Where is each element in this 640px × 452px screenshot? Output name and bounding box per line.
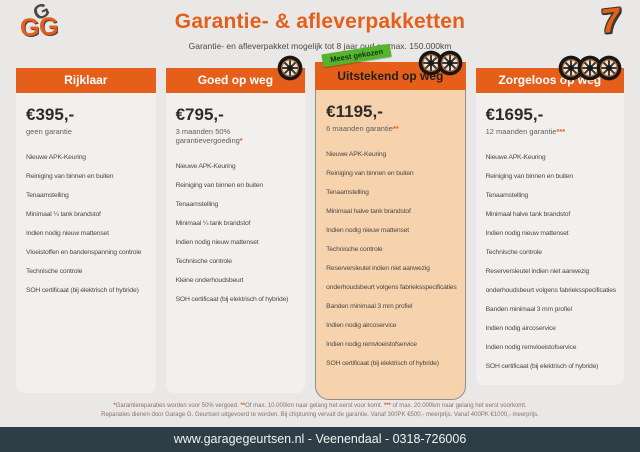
package-item: Reiniging van binnen en buiten	[26, 173, 114, 180]
package-item: SOH certificaat (bij elektrisch of hybri…	[26, 287, 139, 294]
page-header: G G G Garantie- & afleverpakketten Garan…	[0, 0, 640, 66]
package-item: Technische controle	[175, 258, 232, 265]
package-note: geen garantie	[26, 127, 148, 136]
package-header: Rijklaar	[16, 68, 156, 93]
package-body: €795,- 3 maanden 50% garantievergoeding*…	[166, 93, 306, 309]
package-item: Indien nodig nieuw mattenset	[26, 230, 109, 237]
package-item: Reserversleutel indien niet aanwezig	[485, 268, 590, 275]
package-card-rijklaar: Rijklaar €395,- geen garantie Nieuwe APK…	[16, 68, 156, 393]
package-item: Tenaamstelling	[485, 192, 529, 199]
package-item: Indien nodig nieuw mattenset	[175, 239, 259, 246]
package-columns: Rijklaar €395,- geen garantie Nieuwe APK…	[16, 43, 624, 400]
package-item: Tenaamstelling	[326, 188, 369, 196]
package-item: Kleine onderhoudsbeurt	[175, 277, 244, 284]
package-item: Minimaal halve tank brandstof	[485, 211, 571, 218]
package-price: €795,-	[175, 105, 224, 124]
package-item: Nieuwe APK-Keuring	[485, 154, 546, 161]
package-item: Nieuwe APK-Keuring	[26, 154, 86, 161]
footnote-line-2: Reparaties dienen door Garage G. Geurtse…	[101, 411, 539, 418]
package-item: Reiniging van binnen en buiten	[326, 169, 414, 177]
note-text: 3 maanden 50% garantievergoeding	[175, 127, 240, 145]
footnotes: *Garantiereparaties worden voor 50% verg…	[0, 402, 640, 419]
package-item: Vloeistoffen en bandenspanning controle	[26, 249, 142, 256]
package-item: Reiniging van binnen en buiten	[485, 173, 574, 180]
package-item: onderhoudsbeurt volgens fabrieksspecific…	[485, 287, 616, 294]
wheel-icons	[558, 55, 622, 81]
asterisk-marker: ***	[556, 127, 566, 136]
asterisk-marker: ***	[383, 403, 391, 409]
asterisk-marker: *	[113, 403, 116, 409]
garage-geurtsen-logo: G G G	[16, 0, 68, 52]
package-item: Technische controle	[326, 245, 383, 253]
package-price: €395,-	[26, 105, 75, 124]
tire-icon	[418, 50, 444, 76]
package-item: SOH certificaat (bij elektrisch of hybri…	[326, 359, 439, 367]
footnote-text: of max. 20.000km naar gelang het eerst v…	[390, 403, 527, 409]
package-item: Banden minimaal 3 mm profiel	[326, 302, 413, 310]
package-item: Banden minimaal 3 mm profiel	[485, 306, 572, 313]
package-item: Indien nodig aircoservice	[326, 321, 397, 329]
package-card-goed-op-weg: Goed op weg €795,- 3 maanden 50% garanti…	[165, 55, 306, 393]
package-item: Minimaal ¼ tank brandstof	[26, 211, 101, 218]
package-items: Nieuwe APK-Keuring Reiniging van binnen e…	[176, 157, 298, 309]
tire-icon	[277, 55, 303, 81]
website-link[interactable]: www.garagegeurtsen.nl - Veenendaal - 031…	[173, 432, 467, 446]
package-item: Indien nodig nieuw mattenset	[485, 230, 569, 237]
package-card-uitstekend-op-weg: Meest gekozen Uitstekend op weg €1195,- …	[314, 43, 467, 400]
package-item: Nieuwe APK-Keuring	[326, 150, 387, 158]
note-text: 6 maanden garantie	[326, 123, 393, 133]
package-body: €395,- geen garantie Nieuwe APK-Keuring R…	[16, 93, 156, 300]
package-note: 3 maanden 50% garantievergoeding*	[176, 127, 298, 145]
package-item: Indien nodig remvloeistofservice	[485, 344, 577, 351]
package-item: onderhoudsbeurt volgens fabrieksspecific…	[326, 283, 457, 291]
package-body: €1695,- 12 maanden garantie*** Nieuwe AP…	[476, 93, 624, 376]
package-item: SOH certificaat (bij elektrisch of hybri…	[175, 296, 289, 303]
page-title: Garantie- & afleverpakketten	[174, 10, 466, 33]
package-header: Goed op weg	[165, 68, 306, 93]
tire-icon	[437, 50, 463, 76]
note-text: geen garantie	[26, 127, 72, 136]
wheel-icons	[277, 55, 303, 81]
note-text: 12 maanden garantie	[485, 127, 557, 136]
package-price: €1695,-	[485, 105, 544, 124]
tire-icon	[577, 55, 603, 81]
logo-letter: G	[39, 13, 59, 41]
package-item: Indien nodig nieuw mattenset	[326, 226, 409, 234]
package-item: Reserversleutel indien niet aanwezig	[326, 264, 430, 272]
package-item: Nieuwe APK-Keuring	[175, 163, 236, 170]
package-body: €1195,- 6 maanden garantie** Nieuwe APK-…	[316, 90, 464, 373]
package-price: €1195,-	[326, 101, 383, 121]
package-item: SOH certificaat (bij elektrisch of hybri…	[485, 363, 599, 370]
package-item: Technische controle	[26, 268, 83, 275]
footer-bar: www.garagegeurtsen.nl - Veenendaal - 031…	[0, 427, 640, 452]
wheel-icons	[418, 50, 463, 76]
footnote-text: Of max. 10.000km naar gelang het eerst v…	[245, 403, 384, 409]
package-note: 12 maanden garantie***	[486, 127, 616, 136]
asterisk-marker: *	[239, 136, 243, 145]
package-item: Tenaamstelling	[26, 192, 69, 199]
footnote-line-1: *Garantiereparaties worden voor 50% verg…	[0, 402, 640, 411]
asterisk-marker: **	[392, 123, 399, 133]
package-items: Nieuwe APK-Keuring Reiniging van binnen e…	[326, 145, 456, 373]
footnote-text: Garantiereparaties worden voor 50% vergo…	[115, 403, 241, 409]
package-note: 6 maanden garantie**	[326, 124, 456, 133]
package-item: Reiniging van binnen en buiten	[175, 182, 264, 189]
package-item: Minimaal halve tank brandstof	[326, 207, 411, 215]
logo-letter: G	[20, 14, 40, 42]
package-item: Tenaamstelling	[175, 201, 219, 208]
package-item: Minimaal ¼ tank brandstof	[175, 220, 251, 227]
asterisk-marker: **	[240, 403, 246, 409]
tire-icon	[596, 55, 622, 81]
package-item: Technische controle	[485, 249, 542, 256]
page-subtitle: Garantie- en afleverpakket mogelijk tot …	[188, 41, 452, 51]
package-items: Nieuwe APK-Keuring Reiniging van binnen e…	[26, 148, 148, 300]
package-item: Indien nodig remvloeistofservice	[326, 340, 417, 348]
package-items: Nieuwe APK-Keuring Reiniging van binnen e…	[486, 148, 616, 376]
package-item: Indien nodig aircoservice	[485, 325, 556, 332]
package-card-zorgeloos-op-weg: Zorgeloos op weg €1695,- 12 maanden gara…	[475, 55, 624, 385]
